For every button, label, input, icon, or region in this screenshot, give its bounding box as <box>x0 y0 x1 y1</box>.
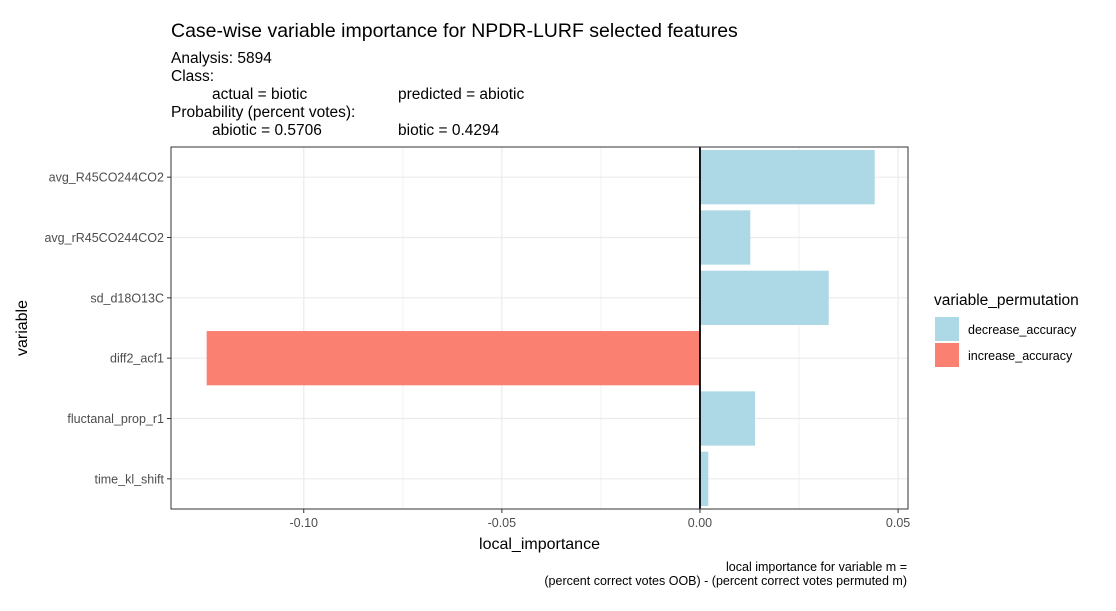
legend-swatch-decrease-accuracy <box>935 317 959 341</box>
bar-avg-r45co244co2 <box>699 150 875 205</box>
x-tick-label: -0.10 <box>289 516 318 530</box>
x-tick-label: 0.05 <box>886 516 910 530</box>
y-axis-ticks: avg_R45CO244CO2 avg_rR45CO244CO2 sd_d18O13… <box>44 171 171 486</box>
y-tick-label: time_kl_shift <box>95 472 165 486</box>
subtitle-analysis: Analysis: 5894 <box>171 50 272 67</box>
caption-line-2: (percent correct votes OOB) - (percent c… <box>544 574 907 588</box>
x-axis-label: local_importance <box>479 536 600 553</box>
y-tick-label: fluctanal_prop_r1 <box>67 412 164 426</box>
subtitle-predicted-class: predicted = abiotic <box>398 86 524 103</box>
subtitle-probability-label: Probability (percent votes): <box>171 104 355 121</box>
bar-time-kl-shift <box>699 451 709 506</box>
subtitle-actual-class: actual = biotic <box>212 86 307 103</box>
x-tick-label: -0.05 <box>488 516 517 530</box>
chart-title: Case-wise variable importance for NPDR-L… <box>171 20 738 42</box>
y-tick-label: diff2_acf1 <box>110 352 164 366</box>
y-tick-label: avg_rR45CO244CO2 <box>44 231 164 245</box>
bars <box>206 150 875 506</box>
plot-panel <box>171 147 908 509</box>
bar-fluctanal-prop-r1 <box>699 391 756 446</box>
subtitle-prob-abiotic: abiotic = 0.5706 <box>212 122 322 139</box>
legend-label-increase-accuracy: increase_accuracy <box>968 349 1073 363</box>
y-axis-label: variable <box>14 300 31 356</box>
legend-title: variable_permutation <box>934 292 1079 309</box>
x-axis-ticks: -0.10 -0.05 0.00 0.05 <box>289 509 910 530</box>
chart-subtitle: Analysis: 5894 Class: actual = biotic pr… <box>171 50 524 139</box>
bar-diff2-acf1 <box>206 331 700 386</box>
legend: variable_permutation decrease_accuracy i… <box>934 292 1079 367</box>
caption-line-1: local importance for variable m = <box>726 560 907 574</box>
y-tick-label: sd_d18O13C <box>90 291 164 305</box>
subtitle-prob-biotic: biotic = 0.4294 <box>398 122 500 139</box>
bar-avg-rr45co244co2 <box>699 210 751 265</box>
legend-swatch-increase-accuracy <box>935 343 959 367</box>
plot-panel-border <box>170 146 909 510</box>
legend-label-decrease-accuracy: decrease_accuracy <box>968 323 1077 337</box>
bar-sd-d18o13c <box>699 270 829 325</box>
chart-caption: local importance for variable m = (perce… <box>544 560 907 588</box>
y-tick-label: avg_R45CO244CO2 <box>49 171 164 185</box>
x-tick-label: 0.00 <box>688 516 712 530</box>
subtitle-class-label: Class: <box>171 68 214 85</box>
